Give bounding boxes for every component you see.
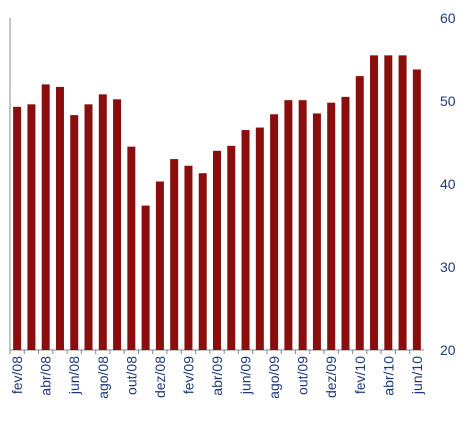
y-tick-label: 50 — [440, 93, 456, 109]
y-tick-label: 60 — [440, 10, 456, 26]
x-tick-label: fev/10 — [352, 356, 368, 394]
x-tick-label: abr/09 — [209, 356, 225, 396]
bar — [170, 159, 179, 350]
x-tick-label: dez/08 — [152, 356, 168, 398]
bar — [113, 99, 122, 350]
bar — [141, 205, 150, 350]
bar — [241, 130, 250, 350]
bar — [13, 106, 22, 350]
bar — [55, 86, 64, 350]
x-tick-label: jun/09 — [238, 356, 254, 395]
bar — [184, 165, 193, 350]
x-tick-label: ago/08 — [95, 356, 111, 399]
bar — [255, 127, 264, 350]
bar — [213, 150, 221, 350]
bar — [284, 100, 293, 350]
bar — [355, 76, 364, 350]
bar — [127, 146, 136, 350]
x-tick-label: out/08 — [123, 356, 139, 395]
x-tick-label: jun/08 — [66, 356, 82, 395]
bar — [312, 113, 321, 350]
y-tick-label: 30 — [440, 259, 456, 275]
x-tick-label: fev/09 — [180, 356, 196, 394]
bar — [227, 145, 236, 350]
x-tick-label: ago/09 — [266, 356, 282, 399]
x-tick-label: fev/08 — [9, 356, 25, 394]
bar — [370, 55, 379, 350]
bar — [270, 114, 279, 350]
x-tick-label: dez/09 — [323, 356, 339, 398]
bar — [70, 115, 79, 350]
x-tick-label: abr/10 — [380, 356, 396, 396]
bar — [298, 100, 307, 350]
bar — [412, 69, 421, 351]
x-tick-label: abr/08 — [38, 356, 54, 396]
bar — [41, 84, 50, 351]
bar — [155, 181, 164, 350]
bar — [398, 55, 407, 350]
x-tick-label: out/09 — [295, 356, 311, 395]
y-tick-label: 40 — [440, 176, 456, 192]
bar — [98, 94, 107, 350]
bar — [198, 173, 207, 350]
bar — [27, 104, 36, 350]
bar — [84, 104, 93, 350]
bar — [341, 96, 350, 350]
x-tick-label: jun/10 — [409, 356, 425, 395]
bar — [327, 102, 336, 350]
bar — [384, 55, 393, 350]
y-tick-label: 20 — [440, 342, 456, 358]
